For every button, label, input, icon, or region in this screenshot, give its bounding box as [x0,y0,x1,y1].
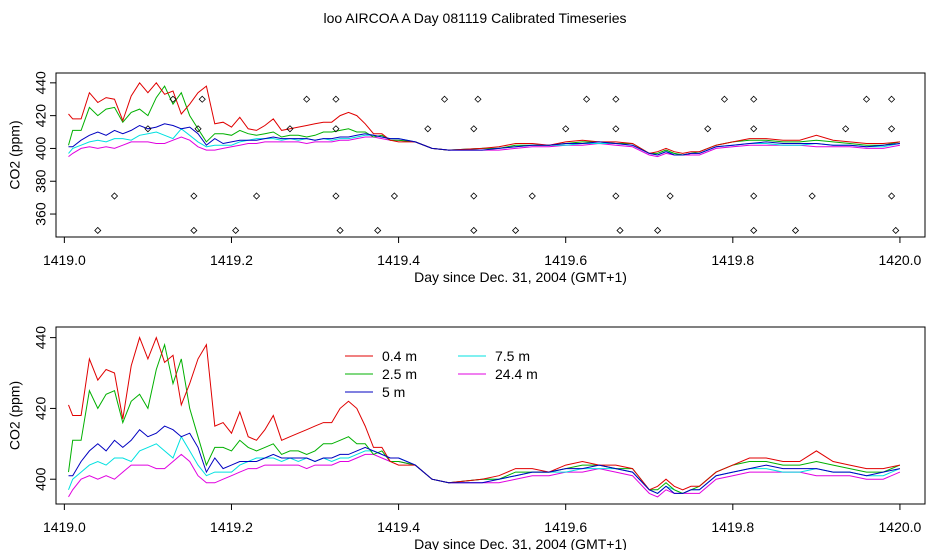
status-marker [791,226,800,235]
status-marker [612,192,620,200]
status-marker [616,226,624,235]
series-line-24-4-m [68,453,901,498]
status-marker [194,125,202,133]
x-tick-label: 1419.2 [210,252,253,268]
series-line-5-m [68,123,900,156]
status-marker [470,125,478,133]
legend-label: 0.4 m [382,348,417,364]
y-tick-label: 420 [33,104,49,128]
y-tick-label: 400 [33,467,49,491]
status-marker [286,125,294,133]
x-tick-label: 1419.6 [544,519,587,535]
x-axis-label: Day since Dec. 31, 2004 (GMT+1) [414,536,627,550]
status-marker [888,95,896,103]
status-marker [94,226,102,235]
status-marker [612,95,620,103]
status-marker [332,125,340,133]
status-marker [888,192,896,200]
status-marker [562,125,570,133]
x-tick-label: 1419.8 [711,519,754,535]
status-marker [424,125,432,133]
status-marker [390,192,398,200]
y-tick-label: 420 [33,397,49,421]
status-marker [528,192,536,200]
status-marker [862,95,871,103]
series-line-0-4-m [68,336,901,491]
series-line-2-5-m [68,342,901,494]
x-tick-label: 1419.0 [43,252,86,268]
status-marker [190,226,198,235]
series-line-7-5-m [68,128,900,156]
status-marker [750,125,758,133]
status-marker [198,95,206,103]
status-marker [750,226,758,235]
status-marker [252,192,261,200]
chart-title: loo AIRCOA A Day 081119 Calibrated Times… [323,10,627,26]
x-tick-label: 1419.2 [210,519,253,535]
status-marker [474,95,482,103]
status-marker [892,226,900,235]
x-tick-label: 1419.4 [377,252,420,268]
legend-label: 24.4 m [495,366,538,382]
x-tick-label: 1419.8 [711,252,754,268]
plot-frame [55,72,926,238]
status-marker [720,95,729,103]
series-line-0-4-m [68,81,900,154]
status-marker [440,95,449,103]
y-tick-label: 400 [33,137,49,161]
status-marker [303,95,311,103]
x-tick-label: 1419.4 [377,519,420,535]
legend-label: 5 m [382,384,405,400]
status-marker [374,226,382,235]
status-marker [612,125,620,133]
series-line-7-5-m [68,435,901,494]
status-marker [750,95,758,103]
y-axis-label: CO2 (ppm) [7,381,23,450]
status-marker [332,95,340,103]
status-marker [750,192,758,200]
status-marker [144,125,152,133]
legend-label: 2.5 m [382,366,417,382]
y-tick-label: 440 [33,326,49,350]
status-marker [336,226,344,235]
x-tick-label: 1420.0 [879,252,922,268]
status-marker [190,192,198,200]
y-axis-label: CO2 (ppm) [7,120,23,189]
series-line-24-4-m [68,136,900,158]
x-tick-label: 1419.0 [43,519,86,535]
status-marker [512,226,520,235]
x-axis-label: Day since Dec. 31, 2004 (GMT+1) [414,269,627,285]
status-marker [842,125,850,133]
status-marker [583,95,591,103]
status-marker [470,226,478,235]
status-marker [666,192,674,200]
status-marker [232,226,240,235]
status-marker [332,192,340,200]
status-marker [654,226,662,235]
legend-label: 7.5 m [495,348,530,364]
status-marker [110,192,119,200]
status-marker [888,125,896,133]
y-tick-label: 360 [33,202,49,226]
status-marker [169,95,177,103]
x-tick-label: 1420.0 [879,519,922,535]
status-marker [704,125,712,133]
series-line-5-m [68,425,901,494]
y-tick-label: 440 [33,71,49,95]
status-marker [470,192,478,200]
y-tick-label: 380 [33,169,49,193]
plot-frame [55,326,926,505]
x-tick-label: 1419.6 [544,252,587,268]
status-marker [808,192,816,200]
